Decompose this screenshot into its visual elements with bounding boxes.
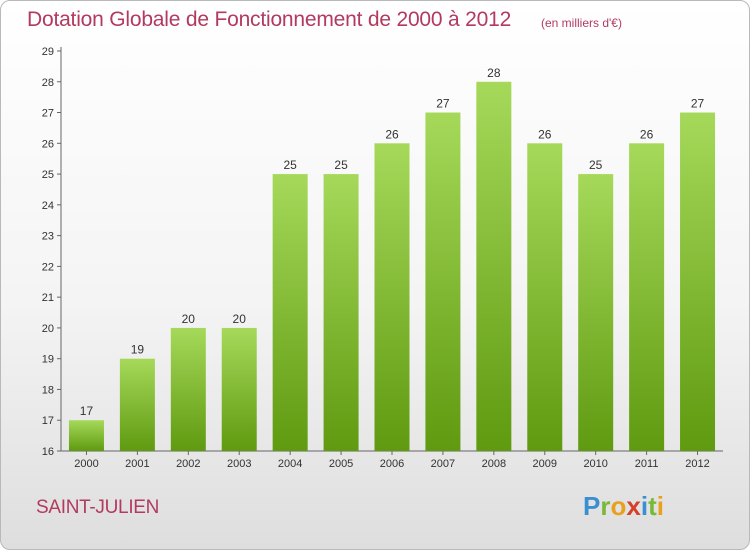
bar — [578, 174, 614, 452]
data-label: 26 — [640, 127, 654, 141]
logo-letter: P — [583, 491, 601, 521]
bar — [272, 174, 308, 452]
chart-title: Dotation Globale de Fonctionnement de 20… — [27, 8, 512, 31]
x-tick-label: 2002 — [176, 458, 200, 470]
data-label: 26 — [538, 127, 552, 141]
bar — [425, 112, 461, 452]
y-tick-label: 21 — [42, 292, 54, 304]
y-tick-label: 26 — [42, 138, 54, 150]
x-tick-label: 2011 — [635, 458, 659, 470]
logo-letter: i — [656, 491, 664, 521]
y-tick-label: 28 — [42, 77, 54, 89]
bar — [476, 81, 512, 452]
y-tick-label: 23 — [42, 231, 54, 243]
data-label: 20 — [182, 312, 196, 326]
x-tick-label: 2006 — [380, 458, 404, 470]
x-tick-label: 2003 — [227, 458, 251, 470]
data-label: 20 — [233, 312, 247, 326]
logo-letter: r — [600, 491, 611, 521]
x-tick-label: 2012 — [685, 458, 709, 470]
logo-letter: x — [626, 491, 641, 521]
y-tick-label: 18 — [42, 384, 54, 396]
bar — [68, 420, 104, 451]
chart-unit: (en milliers d'€) — [541, 16, 622, 30]
bar — [680, 112, 716, 452]
y-tick-label: 22 — [42, 261, 54, 273]
logo-letter: i — [640, 491, 649, 521]
y-tick-label: 27 — [42, 108, 54, 120]
x-tick-label: 2007 — [431, 458, 455, 470]
data-label: 19 — [131, 343, 145, 357]
data-label: 25 — [334, 158, 348, 172]
bar — [629, 143, 665, 452]
x-tick-label: 2004 — [278, 458, 302, 470]
x-tick-label: 2008 — [482, 458, 506, 470]
data-label: 28 — [487, 66, 501, 80]
data-label: 25 — [283, 158, 297, 172]
bar — [374, 143, 410, 452]
x-tick-label: 2000 — [74, 458, 98, 470]
data-label: 25 — [589, 158, 603, 172]
y-tick-label: 25 — [42, 169, 54, 181]
data-label: 27 — [691, 97, 705, 111]
commune-name: SAINT-JULIEN — [36, 497, 160, 518]
y-tick-label: 17 — [42, 415, 54, 427]
y-tick-label: 16 — [42, 446, 54, 458]
data-label: 27 — [436, 97, 450, 111]
logo-letter: t — [648, 491, 657, 521]
bar — [527, 143, 563, 452]
y-tick-label: 19 — [42, 354, 54, 366]
bar — [170, 327, 206, 451]
x-tick-label: 2005 — [329, 458, 353, 470]
bar — [323, 174, 359, 452]
x-tick-label: 2009 — [533, 458, 557, 470]
proxiti-logo: Proxiti — [583, 491, 664, 522]
bar — [221, 327, 257, 451]
bar — [119, 358, 155, 451]
y-tick-label: 20 — [42, 323, 54, 335]
data-label: 17 — [80, 404, 94, 418]
data-label: 26 — [385, 127, 399, 141]
y-tick-label: 24 — [42, 200, 54, 212]
x-tick-label: 2001 — [125, 458, 149, 470]
logo-letter: o — [610, 491, 627, 521]
y-tick-label: 29 — [42, 46, 54, 58]
x-tick-label: 2010 — [583, 458, 607, 470]
